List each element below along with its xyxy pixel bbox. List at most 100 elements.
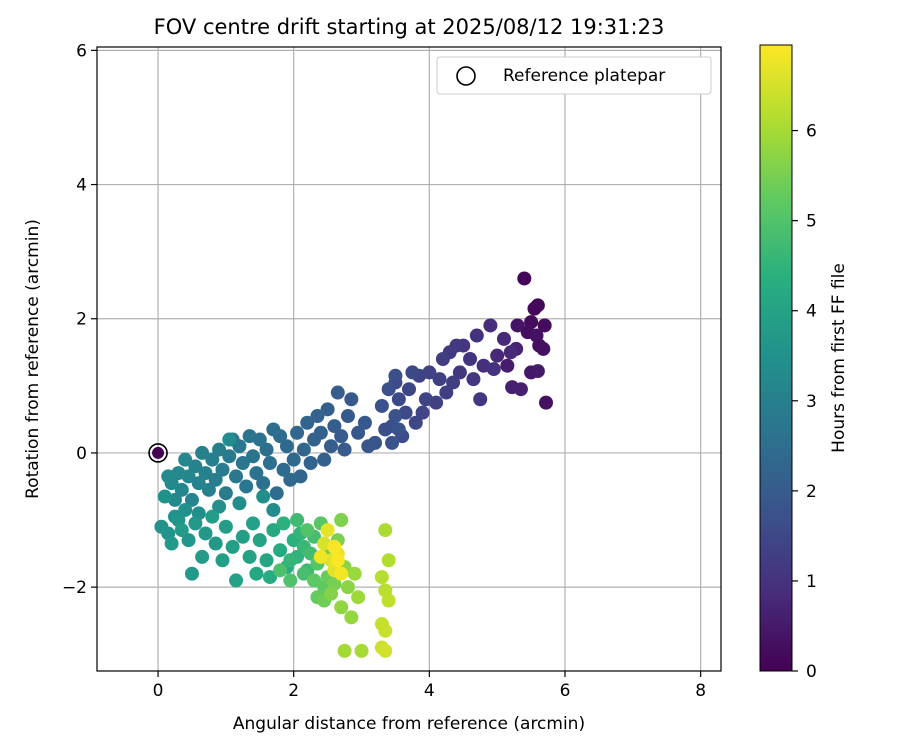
data-point xyxy=(334,429,349,444)
x-tick-label: 8 xyxy=(695,681,706,701)
data-point xyxy=(483,318,498,333)
data-point xyxy=(178,502,193,517)
data-point xyxy=(249,466,264,481)
data-point xyxy=(229,573,244,588)
data-point xyxy=(388,368,403,383)
data-point xyxy=(205,509,220,524)
data-point xyxy=(161,469,176,484)
data-point xyxy=(351,425,366,440)
data-point xyxy=(222,432,237,447)
data-point xyxy=(188,516,203,531)
colorbar: 0 1 2 3 4 5 6 Hours from first FF file xyxy=(759,44,849,682)
data-point xyxy=(381,593,396,608)
data-point xyxy=(391,392,406,407)
data-point xyxy=(222,449,237,464)
data-point xyxy=(229,469,244,484)
data-point xyxy=(378,643,393,658)
data-point xyxy=(344,610,359,625)
y-tick-label: 6 xyxy=(76,41,87,61)
reference-point xyxy=(152,446,165,459)
x-tick-label: 0 xyxy=(153,681,164,701)
data-point xyxy=(296,442,311,457)
data-point xyxy=(536,341,551,356)
data-point xyxy=(391,422,406,437)
data-point xyxy=(198,466,213,481)
data-point xyxy=(283,472,298,487)
data-point xyxy=(283,573,298,588)
data-point xyxy=(310,409,325,424)
data-point xyxy=(313,549,328,564)
data-point xyxy=(344,392,359,407)
data-point xyxy=(513,382,528,397)
data-point xyxy=(283,553,298,568)
data-point xyxy=(174,523,189,538)
chart-title: FOV centre drift starting at 2025/08/12 … xyxy=(154,15,665,39)
data-point xyxy=(205,452,220,467)
data-point xyxy=(195,549,210,564)
data-point xyxy=(246,449,260,464)
data-point xyxy=(235,529,250,544)
data-point xyxy=(300,523,315,538)
y-tick-label: 2 xyxy=(76,310,87,330)
data-point xyxy=(242,549,257,564)
colorbar-tick-label: 5 xyxy=(806,212,817,232)
data-point xyxy=(324,586,338,601)
data-point xyxy=(188,459,203,474)
data-point xyxy=(510,318,525,333)
data-point xyxy=(218,486,233,501)
data-point xyxy=(337,442,352,457)
data-point xyxy=(351,590,366,605)
data-point xyxy=(324,439,338,454)
data-point xyxy=(473,392,488,407)
data-point xyxy=(215,553,230,568)
data-point xyxy=(388,409,403,424)
data-point xyxy=(381,553,396,568)
data-point xyxy=(469,328,484,343)
data-point xyxy=(184,566,199,581)
data-point xyxy=(320,402,335,417)
data-point xyxy=(320,523,335,538)
data-point xyxy=(262,456,277,470)
data-point xyxy=(374,570,389,585)
data-point xyxy=(201,482,216,497)
y-tick-label: 4 xyxy=(76,176,87,196)
data-point xyxy=(378,523,393,538)
data-point xyxy=(212,442,227,457)
data-point xyxy=(286,452,301,467)
legend: Reference platepar xyxy=(436,56,712,95)
data-point xyxy=(235,456,250,470)
data-point xyxy=(357,415,372,430)
data-point xyxy=(215,462,230,477)
data-point xyxy=(239,479,254,494)
colorbar-tick-label: 2 xyxy=(806,482,817,502)
data-point xyxy=(273,543,288,558)
y-axis: −2 0 2 4 6 xyxy=(62,41,97,598)
data-point xyxy=(303,456,318,470)
data-point xyxy=(269,486,284,501)
data-point xyxy=(337,643,352,658)
data-point xyxy=(340,409,355,424)
data-point xyxy=(503,345,518,360)
data-point xyxy=(317,452,332,467)
data-point xyxy=(279,439,294,454)
data-point xyxy=(432,372,447,387)
data-point xyxy=(496,331,511,346)
data-point xyxy=(378,623,393,638)
data-point xyxy=(256,489,271,504)
colorbar-tick-label: 0 xyxy=(806,662,817,682)
data-point xyxy=(435,352,450,366)
data-points xyxy=(152,271,554,658)
data-point xyxy=(354,643,369,658)
data-point xyxy=(327,419,342,434)
data-point xyxy=(259,442,274,457)
plot-frame xyxy=(96,46,722,672)
data-point xyxy=(276,462,291,477)
data-point xyxy=(415,405,430,420)
data-point xyxy=(402,382,416,397)
data-point xyxy=(361,439,376,454)
data-point xyxy=(259,553,274,568)
data-point xyxy=(334,566,349,581)
x-tick-label: 4 xyxy=(424,681,435,701)
data-point xyxy=(232,496,247,511)
